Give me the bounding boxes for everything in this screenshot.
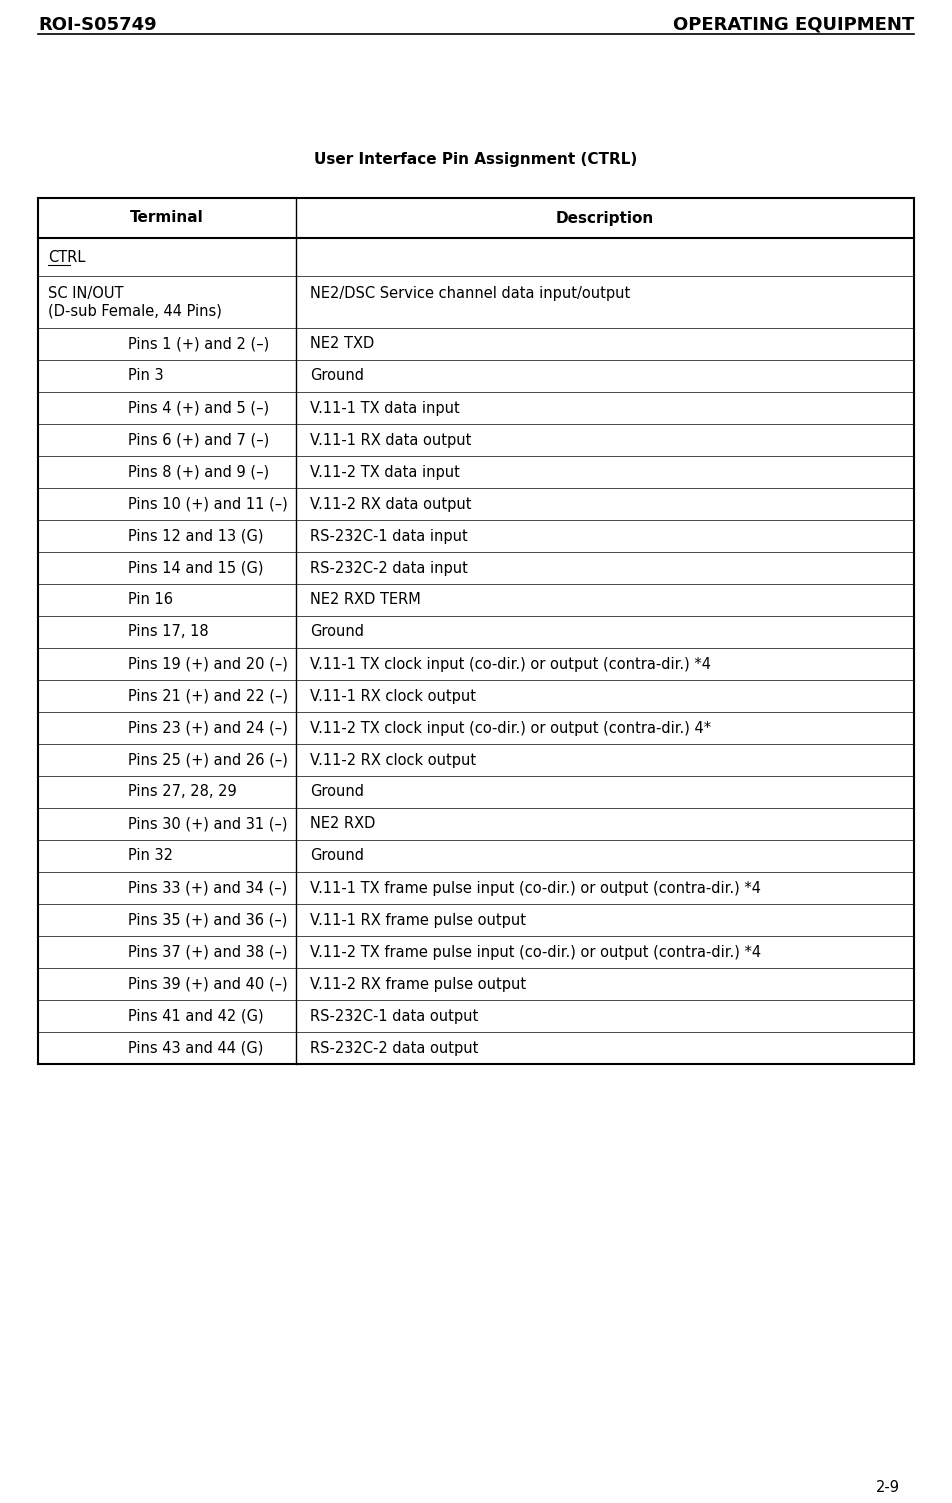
Text: V.11-2 RX data output: V.11-2 RX data output	[310, 496, 472, 511]
Text: Pin 16: Pin 16	[128, 592, 173, 607]
Text: V.11-1 RX data output: V.11-1 RX data output	[310, 433, 472, 448]
Text: RS-232C-1 data output: RS-232C-1 data output	[310, 1009, 479, 1024]
Text: ROI-S05749: ROI-S05749	[38, 17, 157, 35]
Text: Pins 14 and 15 (G): Pins 14 and 15 (G)	[128, 561, 264, 576]
Text: NE2 TXD: NE2 TXD	[310, 337, 375, 352]
Text: V.11-2 TX clock input (co-dir.) or output (contra-dir.) 4*: V.11-2 TX clock input (co-dir.) or outpu…	[310, 720, 711, 735]
Text: V.11-1 RX frame pulse output: V.11-1 RX frame pulse output	[310, 912, 526, 927]
Text: V.11-2 TX data input: V.11-2 TX data input	[310, 464, 461, 479]
Text: Pins 17, 18: Pins 17, 18	[128, 625, 208, 639]
Text: RS-232C-2 data input: RS-232C-2 data input	[310, 561, 468, 576]
Text: Pins 6 (+) and 7 (–): Pins 6 (+) and 7 (–)	[128, 433, 269, 448]
Text: Pins 25 (+) and 26 (–): Pins 25 (+) and 26 (–)	[128, 753, 288, 768]
Text: V.11-1 RX clock output: V.11-1 RX clock output	[310, 688, 476, 703]
Text: Pin 32: Pin 32	[128, 849, 173, 864]
Text: Pins 39 (+) and 40 (–): Pins 39 (+) and 40 (–)	[128, 977, 288, 992]
Text: Pins 23 (+) and 24 (–): Pins 23 (+) and 24 (–)	[128, 720, 288, 735]
Text: Pin 3: Pin 3	[128, 368, 164, 383]
Text: User Interface Pin Assignment (CTRL): User Interface Pin Assignment (CTRL)	[314, 152, 638, 167]
Text: SC IN/OUT: SC IN/OUT	[48, 286, 124, 301]
Text: Pins 35 (+) and 36 (–): Pins 35 (+) and 36 (–)	[128, 912, 288, 927]
Text: Ground: Ground	[310, 625, 365, 639]
Text: Pins 1 (+) and 2 (–): Pins 1 (+) and 2 (–)	[128, 337, 269, 352]
Text: V.11-1 TX frame pulse input (co-dir.) or output (contra-dir.) *4: V.11-1 TX frame pulse input (co-dir.) or…	[310, 881, 762, 896]
Text: Pins 8 (+) and 9 (–): Pins 8 (+) and 9 (–)	[128, 464, 269, 479]
Text: Pins 21 (+) and 22 (–): Pins 21 (+) and 22 (–)	[128, 688, 288, 703]
Text: Pins 27, 28, 29: Pins 27, 28, 29	[128, 785, 237, 800]
Text: Description: Description	[556, 210, 654, 225]
Text: Pins 12 and 13 (G): Pins 12 and 13 (G)	[128, 529, 264, 544]
Text: Pins 37 (+) and 38 (–): Pins 37 (+) and 38 (–)	[128, 944, 288, 959]
Text: NE2 RXD TERM: NE2 RXD TERM	[310, 592, 421, 607]
Text: Pins 19 (+) and 20 (–): Pins 19 (+) and 20 (–)	[128, 657, 288, 672]
Text: V.11-2 TX frame pulse input (co-dir.) or output (contra-dir.) *4: V.11-2 TX frame pulse input (co-dir.) or…	[310, 944, 762, 959]
Text: Pins 41 and 42 (G): Pins 41 and 42 (G)	[128, 1009, 264, 1024]
Text: Ground: Ground	[310, 849, 365, 864]
Text: V.11-2 RX clock output: V.11-2 RX clock output	[310, 753, 477, 768]
Text: OPERATING EQUIPMENT: OPERATING EQUIPMENT	[673, 17, 914, 35]
Text: Pins 10 (+) and 11 (–): Pins 10 (+) and 11 (–)	[128, 496, 288, 511]
Text: V.11-1 TX clock input (co-dir.) or output (contra-dir.) *4: V.11-1 TX clock input (co-dir.) or outpu…	[310, 657, 711, 672]
Text: Ground: Ground	[310, 368, 365, 383]
Text: (D-sub Female, 44 Pins): (D-sub Female, 44 Pins)	[48, 304, 222, 319]
Text: RS-232C-2 data output: RS-232C-2 data output	[310, 1040, 479, 1055]
Text: NE2/DSC Service channel data input/output: NE2/DSC Service channel data input/outpu…	[310, 286, 630, 301]
Text: Pins 4 (+) and 5 (–): Pins 4 (+) and 5 (–)	[128, 400, 269, 415]
Text: Terminal: Terminal	[130, 210, 204, 225]
Text: Pins 30 (+) and 31 (–): Pins 30 (+) and 31 (–)	[128, 816, 288, 831]
Text: V.11-2 RX frame pulse output: V.11-2 RX frame pulse output	[310, 977, 526, 992]
Text: RS-232C-1 data input: RS-232C-1 data input	[310, 529, 468, 544]
Text: 2-9: 2-9	[876, 1480, 900, 1495]
Text: CTRL: CTRL	[48, 249, 86, 265]
Text: Pins 43 and 44 (G): Pins 43 and 44 (G)	[128, 1040, 264, 1055]
Text: Ground: Ground	[310, 785, 365, 800]
Text: NE2 RXD: NE2 RXD	[310, 816, 376, 831]
Text: Pins 33 (+) and 34 (–): Pins 33 (+) and 34 (–)	[128, 881, 288, 896]
Text: V.11-1 TX data input: V.11-1 TX data input	[310, 400, 460, 415]
